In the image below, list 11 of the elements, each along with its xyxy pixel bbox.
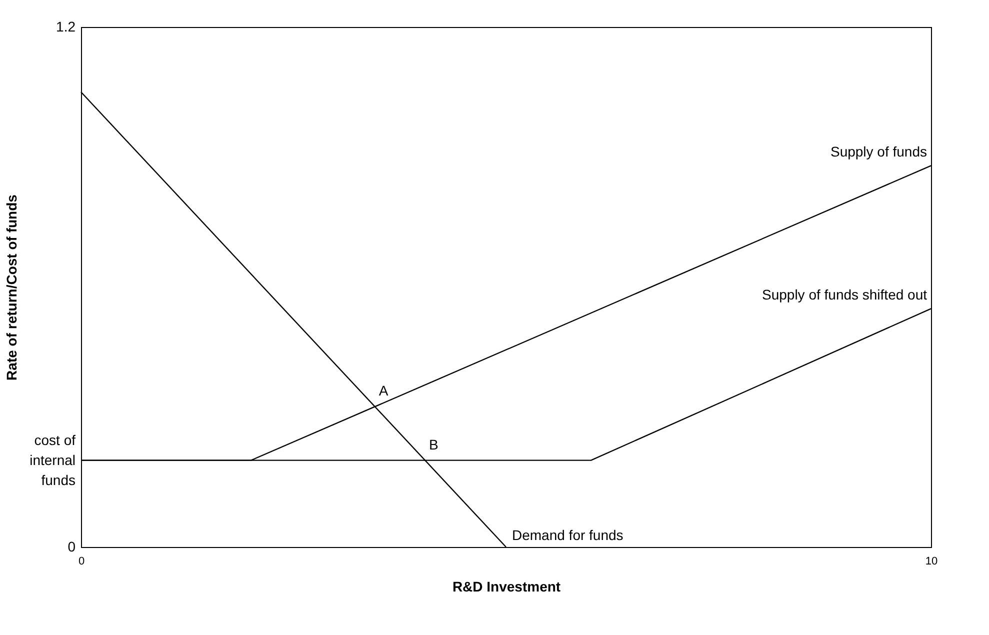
series-label: Supply of funds: [830, 144, 927, 160]
y-tick-label: 1.2: [56, 18, 76, 34]
series-label: Supply of funds shifted out: [762, 286, 928, 303]
y-axis-title: Rate of return/Cost of funds: [4, 194, 20, 380]
y-tick-label: cost of internal funds: [30, 432, 76, 488]
x-tick-label: 10: [925, 556, 938, 568]
annotation: B: [429, 436, 438, 452]
annotation: A: [378, 382, 389, 399]
x-axis-title: R&D Investment: [452, 578, 561, 594]
y-tick-label: 0: [68, 538, 76, 554]
series-label: Demand for funds: [512, 527, 624, 543]
